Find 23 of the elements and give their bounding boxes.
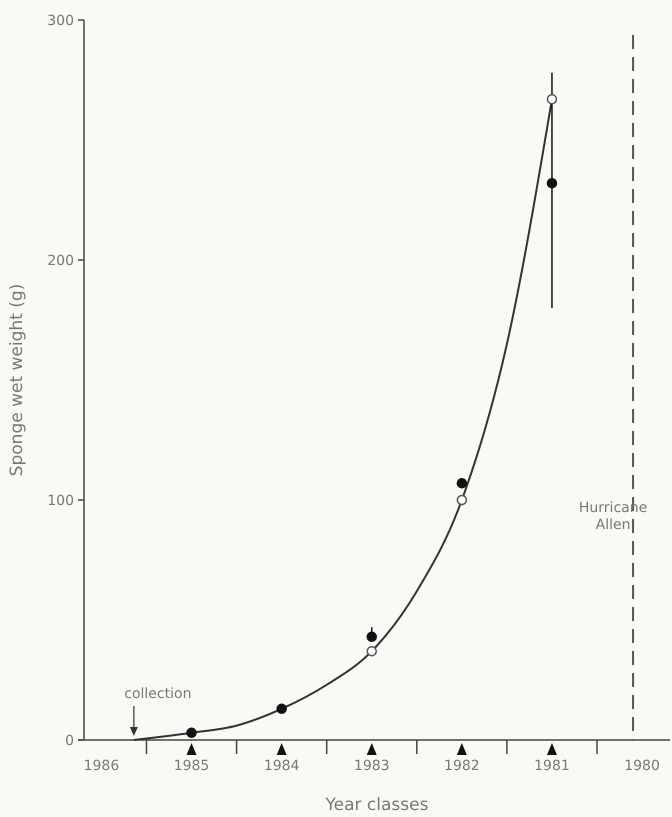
point <box>456 478 468 488</box>
y-tick-label: 200 <box>47 252 74 269</box>
x-tick-label: 1981 <box>534 758 570 774</box>
y-tick-label: 100 <box>47 492 74 509</box>
annotation: collection <box>124 686 192 702</box>
point <box>546 178 558 188</box>
x-tick-label: 1983 <box>354 758 390 774</box>
x-tick-label: 1986 <box>84 758 120 774</box>
y-tick-label: 0 <box>65 732 74 749</box>
point <box>546 94 558 104</box>
point <box>366 646 377 656</box>
y-tick-label: 300 <box>47 12 74 29</box>
ref-line-label: Hurricane Allen <box>578 500 648 533</box>
y-axis-title: Sponge wet weight (g) <box>7 284 27 476</box>
point <box>366 632 377 642</box>
x-tick-label: 1984 <box>264 758 300 774</box>
point <box>456 494 468 506</box>
x-tick-label: 1985 <box>174 758 210 774</box>
x-axis-title: Year classes <box>324 795 429 815</box>
x-tick-label: 1982 <box>444 758 480 774</box>
x-tick-label: 1980 <box>624 758 660 774</box>
point <box>186 728 197 738</box>
point <box>276 704 287 714</box>
